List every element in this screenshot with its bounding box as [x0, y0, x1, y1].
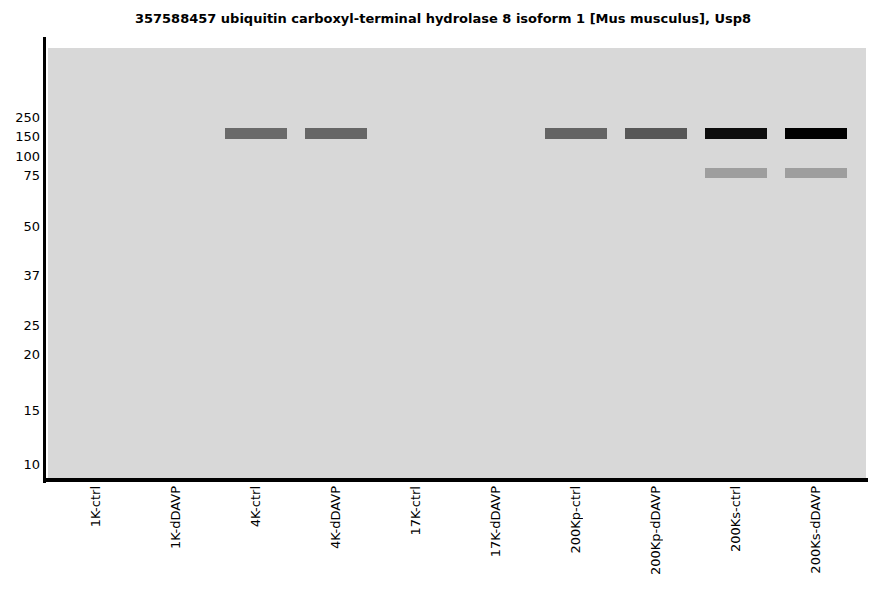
lane-label: 17K-dDAVP	[488, 486, 504, 557]
lane-label: 1K-ctrl	[88, 486, 104, 527]
chart-title: 357588457 ubiquitin carboxyl-terminal hy…	[0, 11, 886, 26]
lane-label: 200Kp-ctrl	[568, 486, 584, 553]
mw-tick-label: 100	[0, 149, 40, 164]
y-axis-line	[43, 37, 46, 483]
protein-band	[785, 128, 847, 139]
mw-tick-label: 10	[0, 457, 40, 472]
mw-tick-label: 50	[0, 219, 40, 234]
protein-band	[225, 128, 287, 139]
lane-label: 1K-dDAVP	[168, 486, 184, 549]
protein-band	[625, 128, 687, 139]
protein-band	[305, 128, 367, 139]
lane-label: 17K-ctrl	[408, 486, 424, 536]
protein-band	[545, 128, 607, 139]
lane-label: 200Ks-dDAVP	[808, 486, 824, 574]
lane-label: 200Ks-ctrl	[728, 486, 744, 552]
mw-tick-label: 150	[0, 129, 40, 144]
mw-tick-label: 37	[0, 268, 40, 283]
lane-label: 4K-dDAVP	[328, 486, 344, 549]
mw-tick-label: 15	[0, 403, 40, 418]
mw-tick-label: 20	[0, 347, 40, 362]
mw-tick-label: 75	[0, 168, 40, 183]
lane-label: 200Kp-dDAVP	[648, 486, 664, 575]
protein-band	[705, 168, 767, 178]
lane-label: 4K-ctrl	[248, 486, 264, 527]
protein-band	[785, 168, 847, 178]
protein-band	[705, 128, 767, 139]
mw-tick-label: 25	[0, 318, 40, 333]
x-axis-line	[43, 478, 868, 482]
mw-tick-label: 250	[0, 110, 40, 125]
gel-plot-area	[48, 48, 866, 478]
